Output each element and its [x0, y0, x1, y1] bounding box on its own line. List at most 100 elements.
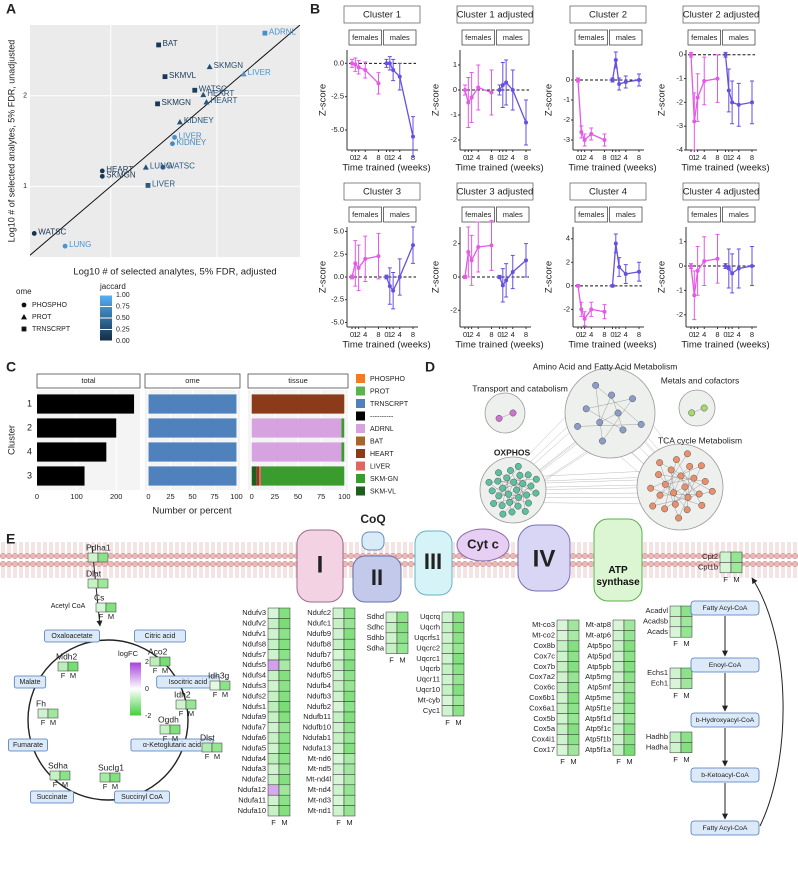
heat-cell [332, 607, 345, 619]
heat-cell [278, 607, 291, 619]
y-axis-label: Z-score [318, 261, 329, 293]
heat-cell [567, 723, 580, 735]
point [476, 85, 481, 90]
point [356, 65, 361, 70]
gene-label: Ndufa11 [238, 795, 266, 804]
heat-cell [332, 763, 345, 775]
colorbar-label: 0 [145, 686, 149, 693]
x-tick-label: 4 [511, 330, 515, 339]
node [661, 480, 669, 488]
point [689, 264, 693, 269]
heat-cell [278, 805, 291, 817]
point [730, 271, 735, 276]
heat-cell [623, 661, 636, 673]
metabolite-label: Malate [19, 679, 40, 686]
x-tick-label: 0 [250, 492, 254, 501]
heat-cell [267, 742, 280, 754]
heat-cell [556, 702, 569, 714]
node [656, 459, 664, 467]
point-label: SKMVL [169, 71, 197, 80]
heat-cell [452, 684, 465, 696]
metabolite-box [114, 790, 170, 804]
x-tick-label: 4 [476, 330, 480, 339]
x-tick-label: 200 [110, 492, 123, 501]
metabolite-label: b-Hydroxyacyl-CoA [696, 717, 755, 724]
gene-label: Atp5f1d [585, 714, 611, 723]
node [507, 467, 514, 474]
gene-label: Ndufb4 [307, 681, 331, 690]
facet-label: females [691, 33, 718, 42]
gene-label: Ndufa10 [238, 806, 266, 815]
x-tick-label: 1 [466, 330, 470, 339]
edge [659, 462, 713, 492]
point [582, 316, 587, 321]
complex-label: I [317, 551, 324, 578]
gene-label: Uqcr11 [416, 675, 440, 684]
heat-cell [343, 670, 356, 682]
heat-cell [219, 680, 231, 691]
heat-cell [680, 731, 693, 743]
x-tick-label: 1 [579, 153, 583, 162]
gene-label: Cyc1 [423, 706, 440, 715]
y-tick-label: 1 [679, 237, 683, 246]
edge [595, 385, 603, 442]
edge [586, 408, 624, 431]
group-label: Metals and cofactors [661, 375, 739, 385]
point [376, 254, 381, 259]
x-tick-label: 2 [357, 330, 361, 339]
heat-cell [680, 678, 693, 690]
complex-label: Cyt c [467, 536, 499, 551]
heat-column-label: F [153, 666, 158, 675]
heat-cell [452, 705, 465, 717]
heat-column-label: F [179, 709, 184, 718]
legend-title: ome [16, 287, 32, 296]
gene-label: Cox5b [533, 714, 555, 723]
point [387, 61, 392, 66]
y-axis-label: Z-score [318, 84, 329, 116]
heat-cell [332, 742, 345, 754]
facet-strip [461, 29, 495, 46]
y-tick-label: 0.0 [334, 272, 344, 281]
x-tick-label: 2 [730, 153, 734, 162]
bar [148, 418, 237, 438]
node [499, 484, 507, 492]
gene-label: Ndufc1 [307, 619, 331, 628]
heat-cell [567, 661, 580, 673]
heat-cell [623, 630, 636, 642]
gene-label: Sdhc [367, 623, 384, 632]
legend-swatch [356, 374, 365, 383]
x-tick-label: 8 [411, 330, 415, 339]
heat-cell [556, 630, 569, 642]
point [589, 307, 594, 312]
point [510, 88, 515, 92]
x-tick-label: 2 [504, 330, 508, 339]
heat-cell [396, 632, 409, 644]
heat-cell [267, 680, 280, 692]
gene-label: Echs1 [647, 668, 668, 677]
point-label: LIVER [248, 68, 271, 77]
node [599, 437, 606, 445]
heat-cell [278, 763, 291, 775]
gene-label: Mt-co2 [532, 631, 555, 640]
heat-cell [567, 692, 580, 704]
heat-cell [343, 701, 356, 713]
edge [675, 478, 695, 505]
point [726, 266, 731, 271]
heat-cell [343, 732, 356, 744]
heat-cell [278, 690, 291, 702]
metabolite-label: Fumarate [13, 742, 43, 749]
gene-label: Aco2 [148, 646, 168, 656]
y-tick-label: -1 [676, 74, 683, 83]
heat-cell [209, 680, 221, 691]
point [99, 173, 105, 179]
x-tick-label: 1 [353, 153, 357, 162]
heat-cell [441, 642, 454, 654]
heat-cell [332, 618, 345, 630]
x-tick-label: 4 [702, 153, 706, 162]
legend-title: logFC [118, 649, 139, 658]
panel-letter: C [6, 359, 16, 375]
point [689, 52, 693, 57]
heat-cell [332, 774, 345, 786]
node [655, 471, 662, 479]
gene-label: Ndufv1 [242, 629, 266, 638]
